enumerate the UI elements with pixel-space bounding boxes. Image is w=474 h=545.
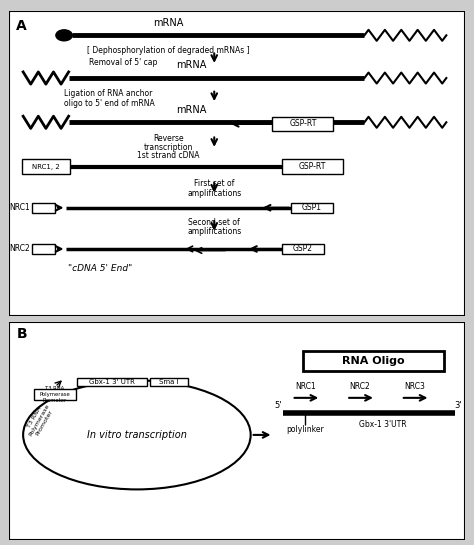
Text: NRC2: NRC2 [349,382,370,391]
Text: NRC1, 2: NRC1, 2 [32,164,60,169]
FancyBboxPatch shape [32,203,55,213]
Text: transcription: transcription [144,143,193,152]
Text: NRC1: NRC1 [295,382,316,391]
Text: B: B [16,327,27,341]
Text: 3': 3' [454,401,462,410]
Text: Gbx-1 3'UTR: Gbx-1 3'UTR [359,420,406,429]
Text: mRNA: mRNA [176,60,207,70]
Text: amplifications: amplifications [187,189,241,197]
FancyBboxPatch shape [282,159,343,174]
Text: mRNA: mRNA [176,105,207,114]
FancyBboxPatch shape [22,159,70,174]
FancyBboxPatch shape [34,389,76,401]
Text: A: A [16,19,27,33]
FancyBboxPatch shape [9,322,465,540]
Text: First set of: First set of [194,179,235,189]
Circle shape [56,30,72,41]
Text: Ligation of RNA anchor: Ligation of RNA anchor [64,89,153,98]
FancyBboxPatch shape [77,378,147,386]
Text: Removal of 5' cap: Removal of 5' cap [89,58,157,67]
FancyBboxPatch shape [9,11,465,316]
Text: "cDNA 5' End": "cDNA 5' End" [68,264,133,273]
FancyBboxPatch shape [150,378,188,386]
Text: T3 RNA
Polymerase
Promoter: T3 RNA Polymerase Promoter [40,386,70,403]
Text: T3 RNA
Polymerase
Promoter: T3 RNA Polymerase Promoter [23,399,55,440]
Text: NRC3: NRC3 [404,382,425,391]
Text: RNA Oligo: RNA Oligo [342,356,405,366]
Text: oligo to 5' end of mRNA: oligo to 5' end of mRNA [64,99,155,108]
Text: NRC1: NRC1 [9,203,30,212]
FancyBboxPatch shape [273,117,334,131]
Text: Reverse: Reverse [154,134,184,143]
Text: NRC2: NRC2 [9,245,30,253]
Text: Second set of: Second set of [188,217,240,227]
Text: Sma I: Sma I [159,379,179,385]
Text: Gbx-1 3' UTR: Gbx-1 3' UTR [89,379,135,385]
FancyBboxPatch shape [291,203,333,213]
Text: mRNA: mRNA [154,17,184,28]
FancyBboxPatch shape [282,244,324,254]
Text: amplifications: amplifications [187,227,241,235]
Text: 1st strand cDNA: 1st strand cDNA [137,151,200,160]
Text: In vitro transcription: In vitro transcription [87,430,187,440]
Text: GSP2: GSP2 [293,245,313,253]
Text: GSP1: GSP1 [302,203,322,212]
Text: GSP-RT: GSP-RT [299,162,326,171]
Text: polylinker: polylinker [286,425,324,434]
Text: GSP-RT: GSP-RT [289,119,317,128]
Text: 5': 5' [274,401,282,410]
Text: [ Dephosphorylation of degraded mRNAs ]: [ Dephosphorylation of degraded mRNAs ] [87,46,250,55]
FancyBboxPatch shape [32,244,55,254]
FancyBboxPatch shape [303,351,444,371]
